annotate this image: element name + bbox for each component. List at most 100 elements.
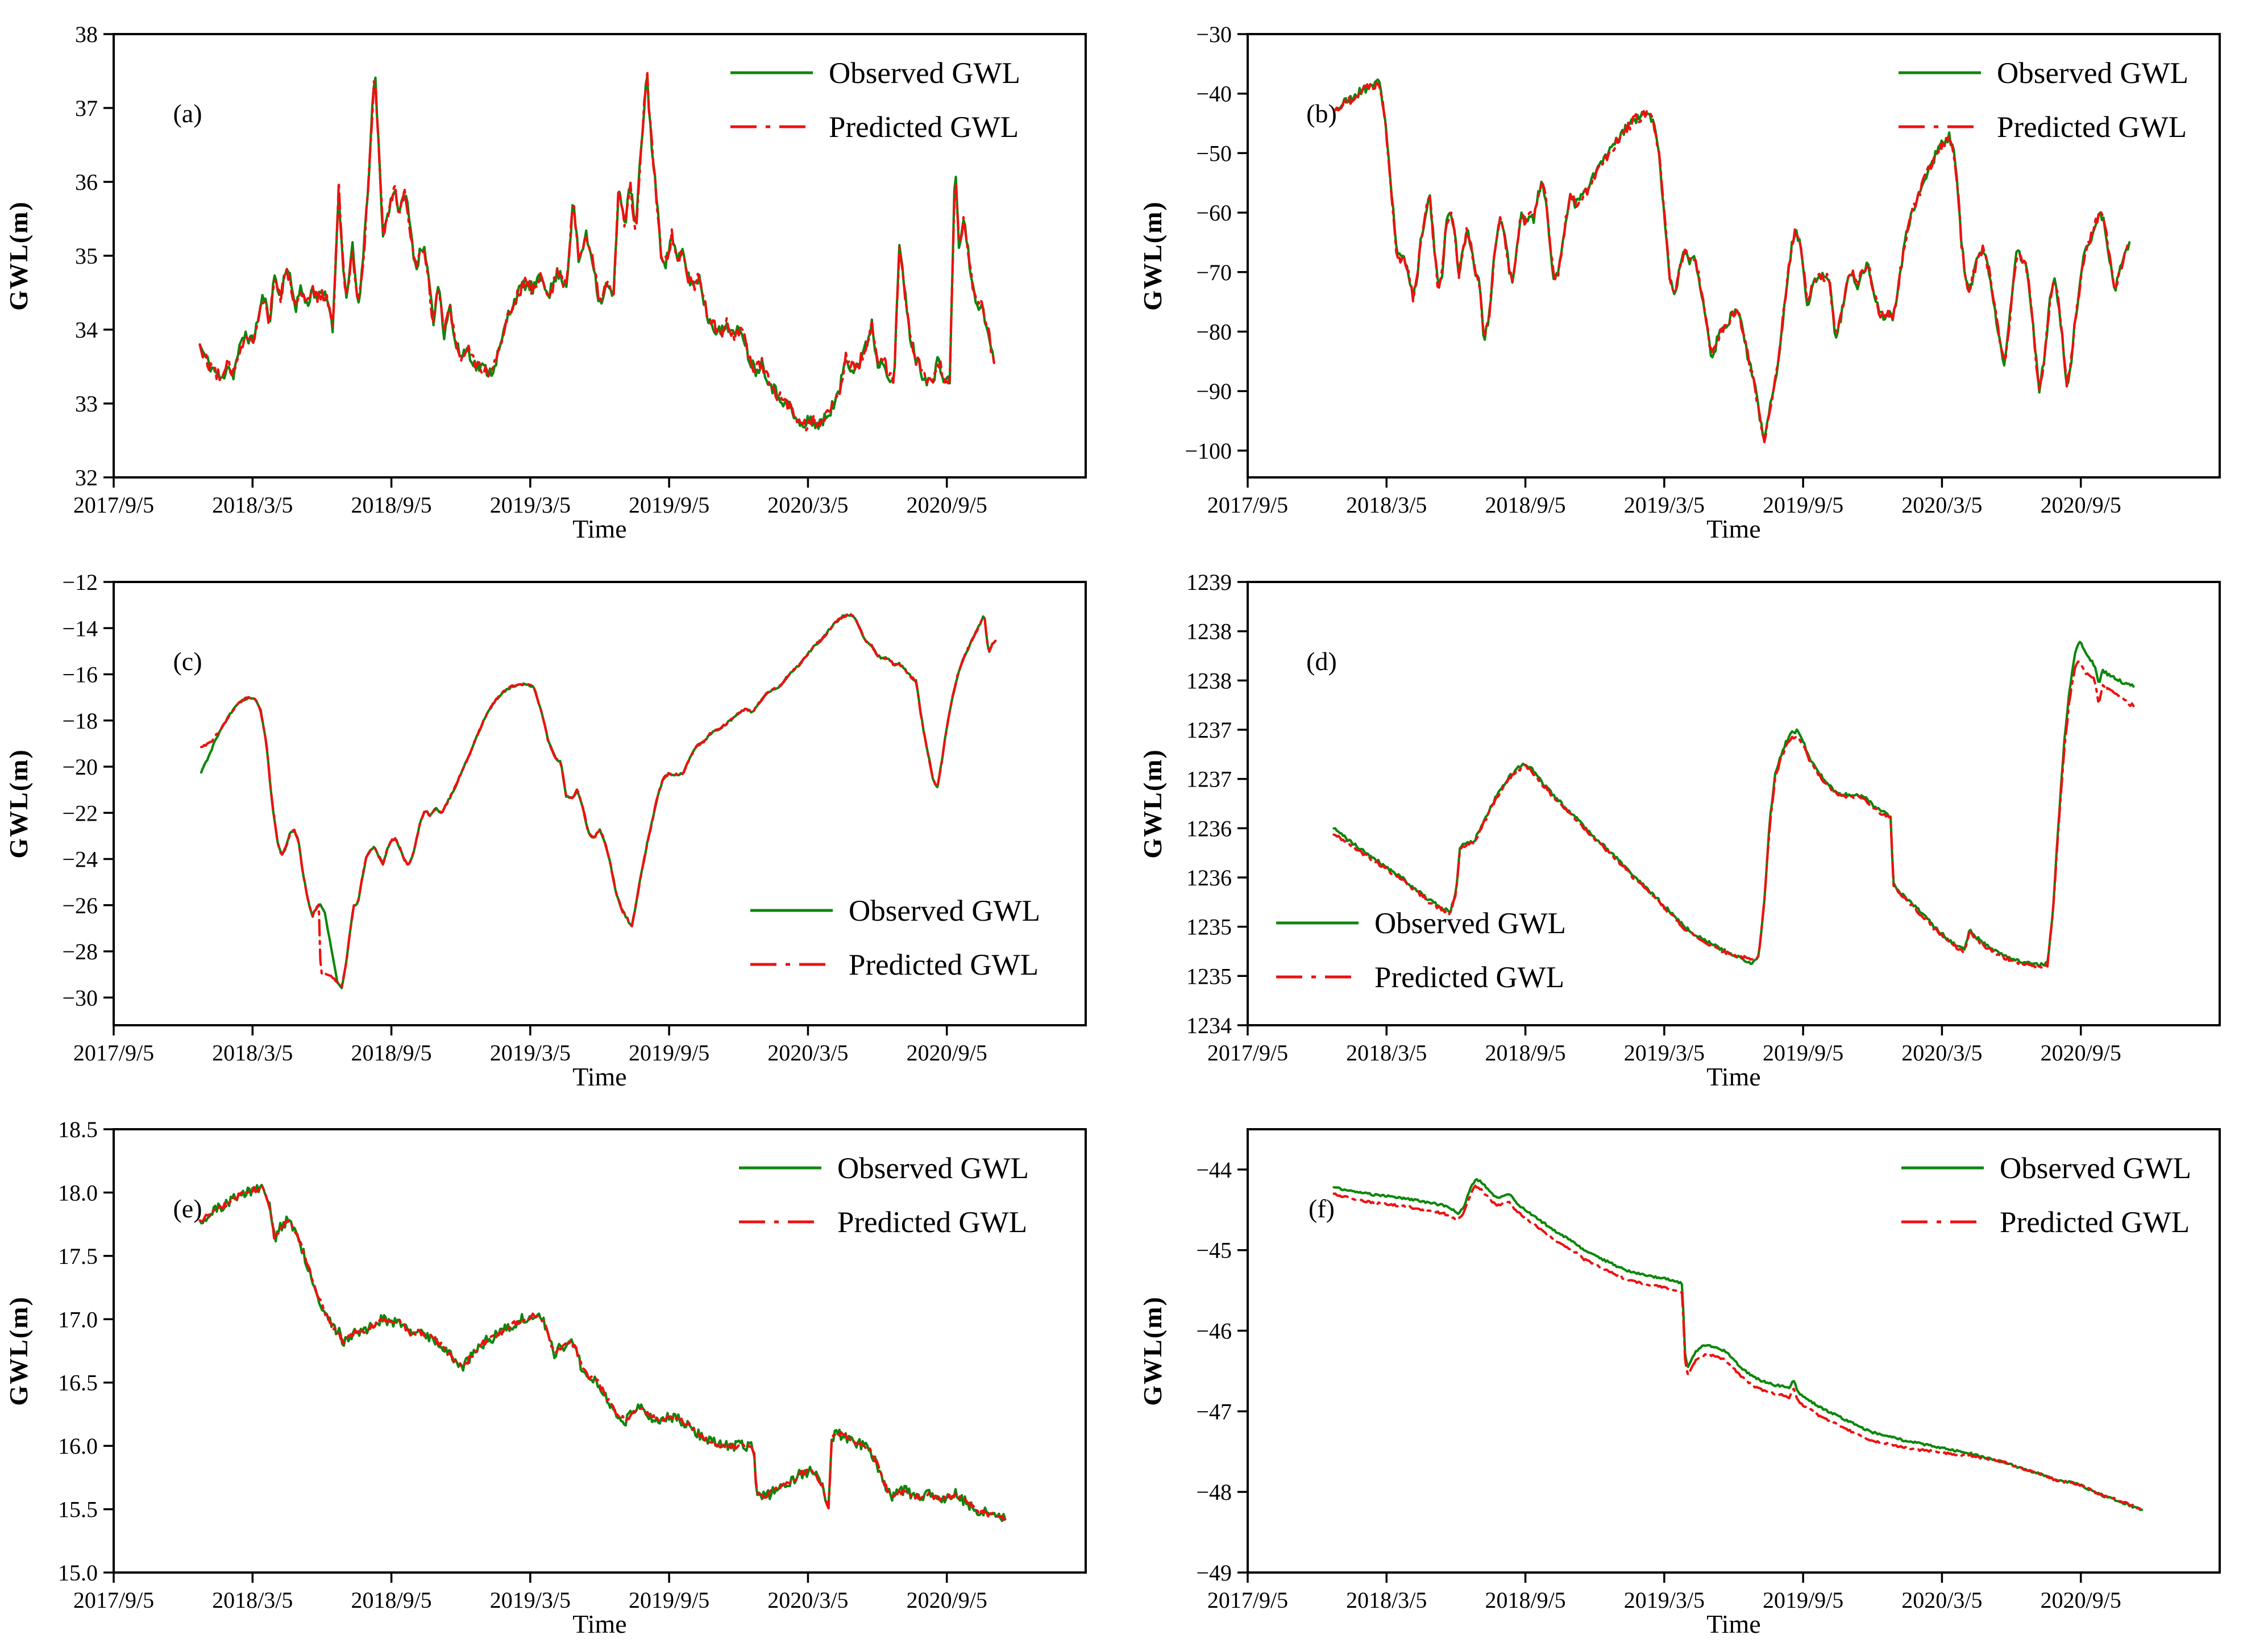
y-tick-label: 1238 (1186, 668, 1232, 693)
legend: Observed GWL Predicted GWL (1276, 907, 1566, 994)
panel-letter: (f) (1309, 1194, 1335, 1223)
y-axis-title: GWL(m) (1138, 201, 1167, 310)
x-tick-label: 2020/9/5 (907, 492, 987, 518)
panel-b: −30 −40 −50 −60 −70 −80 −90 −100 2017/9/5 2018/3/… (1134, 0, 2268, 548)
y-axis-title: GWL(m) (1138, 748, 1167, 858)
y-tick-label: 33 (75, 391, 98, 417)
y-tick-label: 34 (75, 317, 98, 343)
y-tick-label: 15.5 (58, 1497, 98, 1523)
y-axis: −12 −14 −16 −18 −20 −22 −24 −26 −28 −30 (62, 569, 114, 1010)
y-tick-label: 35 (75, 243, 98, 269)
y-tick-label: −60 (1196, 200, 1232, 226)
y-tick-label: 1238 (1186, 619, 1232, 644)
panel-a: 38 37 36 35 34 33 32 2017/9/5 2018/3/5 2018/9/5 20… (0, 0, 1134, 548)
legend-predicted-label: Predicted GWL (837, 1206, 1027, 1239)
y-tick-label: −18 (62, 708, 98, 734)
y-axis: −30 −40 −50 −60 −70 −80 −90 −100 (1185, 22, 1248, 464)
y-tick-label: −30 (1196, 22, 1232, 47)
y-tick-label: −100 (1185, 438, 1232, 464)
plot-border (1247, 33, 2221, 479)
legend-observed-label: Observed GWL (829, 57, 1020, 90)
y-axis: 38 37 36 35 34 33 32 (75, 22, 114, 490)
y-tick-label: −47 (1196, 1399, 1232, 1424)
y-tick-label: 1236 (1186, 816, 1232, 841)
legend-observed-label: Observed GWL (849, 895, 1040, 927)
x-tick-label: 2018/9/5 (1485, 1587, 1565, 1613)
x-tick-label: 2018/9/5 (1485, 1040, 1565, 1066)
y-tick-label: 1239 (1186, 569, 1232, 595)
panel-d-chart: 1239 1238 1238 1237 1237 1236 1236 1235 1235 1234… (1138, 569, 2221, 1091)
y-tick-label: −46 (1196, 1318, 1232, 1344)
x-tick-label: 2019/3/5 (1624, 1587, 1705, 1613)
legend-predicted-label: Predicted GWL (829, 111, 1019, 144)
y-tick-label: −16 (62, 662, 98, 688)
y-tick-label: −90 (1196, 378, 1232, 404)
y-axis-title: GWL(m) (4, 748, 33, 858)
panel-letter: (c) (173, 647, 202, 676)
x-axis-title: Time (572, 1062, 626, 1091)
x-tick-label: 2019/9/5 (629, 1040, 709, 1066)
x-axis: 2017/9/5 2018/3/5 2018/9/5 2019/3/5 2019/9/5… (1207, 477, 2121, 518)
legend-predicted-label: Predicted GWL (1374, 961, 1564, 994)
plot-border (113, 1128, 1087, 1574)
x-tick-label: 2020/9/5 (2041, 1040, 2121, 1066)
y-tick-label: −24 (62, 847, 98, 872)
legend-predicted-label: Predicted GWL (2000, 1206, 2190, 1239)
y-tick-label: −40 (1196, 81, 1232, 107)
y-axis-title: GWL(m) (4, 1296, 33, 1405)
y-tick-label: 1237 (1186, 767, 1232, 792)
x-tick-label: 2019/9/5 (629, 1587, 709, 1613)
y-tick-label: −49 (1196, 1560, 1232, 1586)
x-tick-label: 2018/3/5 (1346, 492, 1427, 518)
x-tick-label: 2019/3/5 (1624, 492, 1705, 518)
x-tick-label: 2019/9/5 (1763, 492, 1843, 518)
x-tick-label: 2018/9/5 (351, 1040, 431, 1066)
x-tick-label: 2018/3/5 (212, 1040, 293, 1066)
x-tick-label: 2020/3/5 (1901, 1040, 1982, 1066)
x-tick-label: 2020/3/5 (767, 492, 848, 518)
y-tick-label: −30 (62, 985, 98, 1010)
y-tick-label: −22 (62, 800, 98, 826)
x-tick-label: 2017/9/5 (73, 492, 154, 518)
x-axis-title: Time (1706, 1609, 1760, 1638)
y-tick-label: −28 (62, 939, 98, 964)
legend-observed-label: Observed GWL (837, 1152, 1029, 1185)
y-tick-label: −50 (1196, 140, 1232, 166)
x-tick-label: 2019/3/5 (1624, 1040, 1705, 1066)
x-tick-label: 2020/9/5 (2041, 492, 2121, 518)
panel-b-chart: −30 −40 −50 −60 −70 −80 −90 −100 2017/9/5 2018/3/… (1138, 22, 2221, 543)
y-tick-label: 36 (75, 169, 98, 195)
panel-e: 18.5 18.0 17.5 17.0 16.5 16.0 15.5 15.0 2017/9/5… (0, 1095, 1134, 1643)
x-tick-label: 2017/9/5 (1207, 492, 1288, 518)
predicted-gwl-line (198, 1184, 1007, 1521)
plot-border (1247, 1128, 2221, 1574)
y-tick-label: −12 (62, 569, 98, 595)
legend-observed-label: Observed GWL (1997, 57, 2188, 90)
plot-border (113, 33, 1087, 479)
x-tick-label: 2019/3/5 (490, 492, 571, 518)
x-tick-label: 2017/9/5 (73, 1040, 154, 1066)
panel-letter: (d) (1306, 647, 1337, 676)
y-tick-label: 1235 (1186, 963, 1232, 989)
predicted-gwl-line (1334, 81, 2131, 443)
legend-predicted-label: Predicted GWL (1997, 111, 2187, 144)
y-axis: −44 −45 −46 −47 −48 −49 (1196, 1157, 1248, 1586)
x-tick-label: 2017/9/5 (1207, 1587, 1288, 1613)
y-tick-label: 17.5 (58, 1243, 98, 1269)
legend-predicted-label: Predicted GWL (849, 949, 1039, 981)
predicted-gwl-line (200, 612, 997, 988)
x-axis: 2017/9/5 2018/3/5 2018/9/5 2019/3/5 2019/9/5… (1207, 1573, 2121, 1613)
y-tick-label: 32 (75, 465, 98, 490)
legend: Observed GWL Predicted GWL (750, 895, 1040, 981)
y-axis-title: GWL(m) (1138, 1296, 1167, 1405)
x-axis-title: Time (572, 1609, 626, 1638)
x-tick-label: 2018/9/5 (1485, 492, 1565, 518)
predicted-gwl-line (1332, 1184, 2144, 1511)
x-tick-label: 2020/3/5 (767, 1587, 848, 1613)
x-axis: 2017/9/5 2018/3/5 2018/9/5 2019/3/5 2019/9/5… (73, 1573, 987, 1613)
x-tick-label: 2020/9/5 (907, 1587, 987, 1613)
legend: Observed GWL Predicted GWL (739, 1152, 1029, 1239)
legend: Observed GWL Predicted GWL (1901, 1152, 2191, 1239)
x-tick-label: 2018/3/5 (1346, 1040, 1427, 1066)
